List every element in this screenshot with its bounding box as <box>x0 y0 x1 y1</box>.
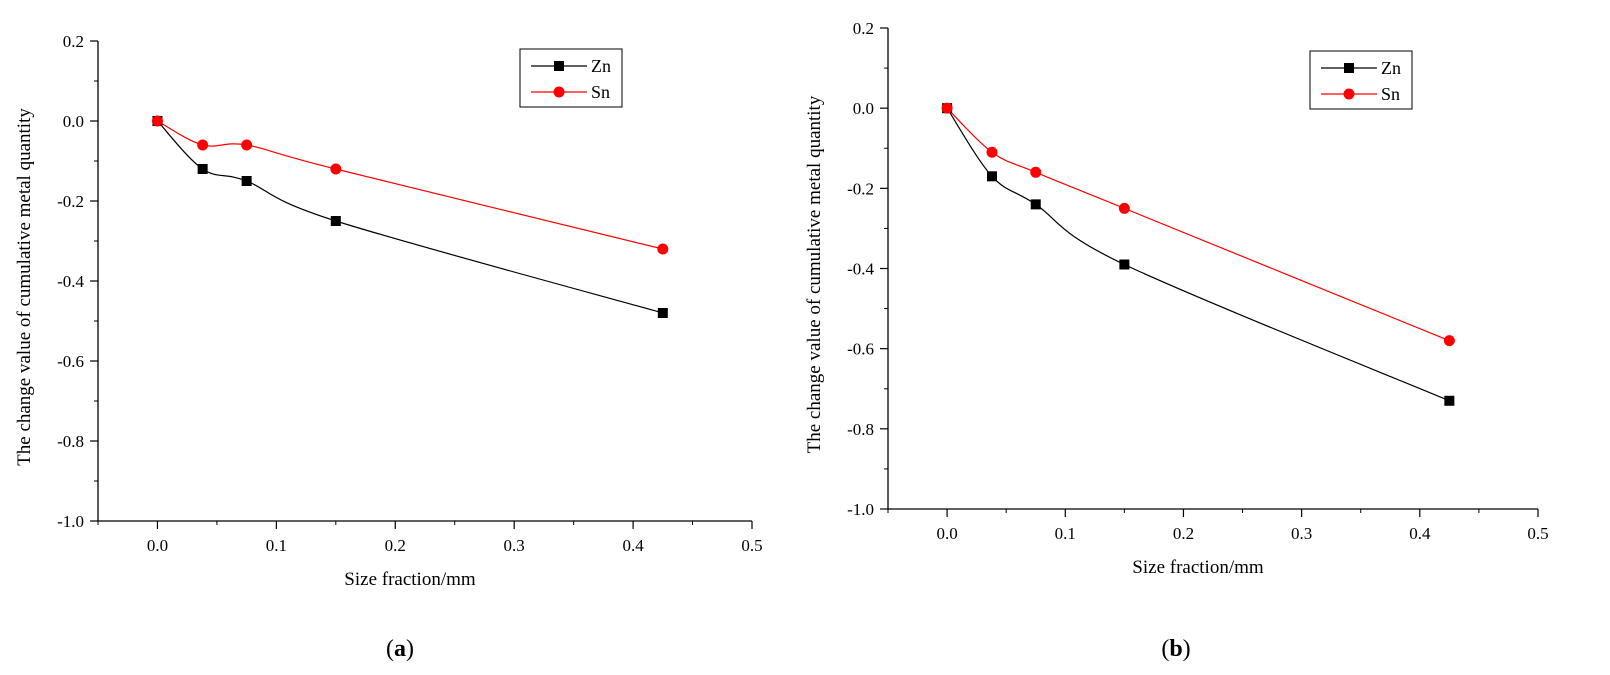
x-tick-label: 0.5 <box>741 536 762 555</box>
data-point-sn <box>657 243 669 255</box>
y-tick-label: -0.6 <box>57 352 84 371</box>
data-point-sn <box>151 115 163 127</box>
legend-marker-sn <box>553 86 565 98</box>
x-tick-label: 0.4 <box>622 536 644 555</box>
x-tick-label: 0.3 <box>1291 524 1312 543</box>
legend-label-sn: Sn <box>1381 84 1400 104</box>
panel-label-close-paren: ) <box>406 636 414 662</box>
panel-label-letter: b <box>1169 636 1182 662</box>
data-point-zn <box>987 171 997 182</box>
y-tick-label: -1.0 <box>847 500 874 519</box>
chart-panel-b: 0.0 0.1 0.2 0.3 0.4 0.5 -1.0 -0.8 -0.6 -0.4 -0.2 0.… <box>804 19 1549 662</box>
y-tick-label: -0.2 <box>57 192 84 211</box>
x-tick-label: 0.4 <box>1409 524 1431 543</box>
y-axis-title: The change value of cumulative metal qua… <box>804 95 825 453</box>
data-point-sn <box>1030 166 1042 178</box>
data-point-sn <box>941 102 953 114</box>
legend-box <box>1309 50 1413 110</box>
legend: Zn Sn <box>519 48 623 108</box>
x-tick-label: 0.0 <box>936 524 957 543</box>
legend-marker-zn <box>1344 63 1354 73</box>
legend-marker-zn <box>554 61 564 71</box>
x-tick-label: 0.1 <box>1055 524 1076 543</box>
x-tick-label: 0.2 <box>385 536 406 555</box>
x-axis-title: Size fraction/mm <box>1132 557 1264 578</box>
panel-label: (a) <box>386 636 414 662</box>
legend-label-zn: Zn <box>591 56 611 76</box>
y-tick-label: 0.2 <box>63 32 84 51</box>
data-point-zn <box>657 308 668 318</box>
y-tick-label: -0.8 <box>847 420 874 439</box>
panel-label-close-paren: ) <box>1183 636 1191 662</box>
y-tick-label: -0.2 <box>847 179 874 198</box>
series-line-sn <box>946 107 1450 342</box>
legend-label-sn: Sn <box>591 82 610 102</box>
panel-label: (b) <box>1161 636 1190 662</box>
data-point-zn <box>1030 199 1041 210</box>
x-axis-title: Size fraction/mm <box>344 569 476 590</box>
x-tick-label: 0.0 <box>147 536 168 555</box>
legend: Zn Sn <box>1309 50 1413 110</box>
data-point-zn <box>197 164 208 174</box>
data-point-sn <box>986 146 998 158</box>
series-line-zn <box>157 120 663 314</box>
x-tick-label: 0.1 <box>266 536 287 555</box>
data-point-zn <box>330 216 341 226</box>
data-point-sn <box>241 139 253 151</box>
x-tick-label: 0.2 <box>1173 524 1194 543</box>
data-point-sn <box>330 163 342 175</box>
y-tick-label: 0.2 <box>853 19 874 38</box>
legend-box <box>519 48 623 108</box>
legend-marker-sn <box>1343 88 1355 100</box>
series-line-sn <box>157 120 663 250</box>
panel-label-open-paren: ( <box>386 636 394 662</box>
data-point-zn <box>241 176 252 186</box>
panel-label-open-paren: ( <box>1161 636 1169 662</box>
data-point-sn <box>1443 335 1455 347</box>
series-line-zn <box>946 107 1450 402</box>
y-tick-label: 0.0 <box>853 99 874 118</box>
data-point-sn <box>197 139 209 151</box>
y-tick-label: -0.4 <box>57 272 84 291</box>
legend-label-zn: Zn <box>1381 58 1401 78</box>
data-point-zn <box>1444 395 1455 406</box>
y-tick-label: -0.6 <box>847 340 874 359</box>
x-tick-label: 0.5 <box>1527 524 1548 543</box>
data-point-zn <box>1119 259 1130 270</box>
chart-panel-a: 0.0 0.1 0.2 0.3 0.4 0.5 -1.0 -0.8 -0.6 -0.4 -0.2 0.… <box>14 32 763 662</box>
x-tick-label: 0.3 <box>504 536 525 555</box>
y-tick-label: 0.0 <box>63 112 84 131</box>
y-tick-label: -0.4 <box>847 260 874 279</box>
y-tick-label: -0.8 <box>57 432 84 451</box>
y-tick-label: -1.0 <box>57 512 84 531</box>
panel-label-letter: a <box>394 636 406 662</box>
y-axis-title: The change value of cumulative metal qua… <box>14 108 35 466</box>
data-point-sn <box>1118 202 1130 214</box>
